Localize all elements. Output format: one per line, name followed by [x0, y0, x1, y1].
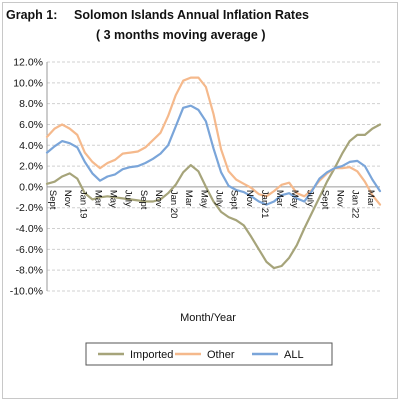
x-tick-label: Sept: [229, 190, 240, 210]
x-tick-label: Jan 22: [350, 190, 361, 219]
x-tick-label: July: [304, 190, 315, 207]
y-tick-label: -10.0%: [10, 286, 43, 298]
x-tick-label: Nov: [62, 190, 73, 207]
y-tick-label: 6.0%: [19, 119, 43, 131]
legend-label-other: Other: [207, 349, 235, 361]
y-tick-labels: 12.0% 10.0% 8.0% 6.0% 4.0% 2.0% 0.0% -2.0% -4.0%…: [10, 57, 43, 298]
legend-label-imported: Imported: [130, 349, 173, 361]
legend-label-all: ALL: [284, 349, 304, 361]
x-tick-label: Sept: [138, 190, 149, 210]
y-tick-label: -4.0%: [16, 223, 43, 235]
y-tick-label: 10.0%: [13, 77, 43, 89]
y-tick-label: 8.0%: [19, 98, 43, 110]
gridlines: [46, 61, 380, 292]
series-line-all: [45, 104, 382, 206]
y-tick-label: 12.0%: [13, 57, 43, 69]
series-line-other: [45, 76, 382, 206]
y-tick-label: 0.0%: [19, 181, 43, 193]
chart-title-label: Graph 1:: [6, 8, 58, 22]
legend: Imported Other ALL: [98, 349, 304, 361]
legend-box: [85, 342, 333, 366]
y-tick-label: -8.0%: [16, 265, 43, 277]
chart-title: Graph 1: Solomon Islands Annual Inflation…: [6, 8, 309, 22]
chart-title-text: Solomon Islands Annual Inflation Rates: [74, 8, 309, 22]
x-tick-label: Sept: [319, 190, 330, 210]
x-tick-label: Nov: [153, 190, 164, 207]
x-tick-label: July: [123, 190, 134, 207]
x-tick-label: Mar: [92, 190, 103, 206]
x-tick-label: May: [108, 190, 119, 208]
x-tick-labels: Sept Nov Jan 19 Mar May July Sept Nov Jan 20 Mar M…: [47, 190, 376, 219]
x-tick-label: Mar: [274, 190, 285, 206]
series-line-imported: [45, 123, 382, 270]
x-tick-label: Nov: [244, 190, 255, 207]
x-tick-label: May: [289, 190, 300, 208]
x-tick-label: Jan 20: [168, 190, 179, 219]
y-tick-label: -2.0%: [16, 202, 43, 214]
x-tick-label: Nov: [335, 190, 346, 207]
x-tick-label: Mar: [183, 190, 194, 206]
x-axis-title: Month/Year: [180, 312, 236, 324]
x-tick-label: Mar: [365, 190, 376, 206]
x-tick-label: May: [198, 190, 209, 208]
chart-subtitle: ( 3 months moving average ): [96, 28, 266, 42]
x-tick-label: Jan 19: [77, 190, 88, 219]
x-tick-label: Sept: [47, 190, 58, 210]
y-tick-label: 4.0%: [19, 140, 43, 152]
series-lines: [45, 76, 382, 270]
x-tick-label: July: [214, 190, 225, 207]
y-tick-label: -6.0%: [16, 244, 43, 256]
y-tick-label: 2.0%: [19, 161, 43, 173]
x-tick-label: Jan 21: [259, 190, 270, 219]
